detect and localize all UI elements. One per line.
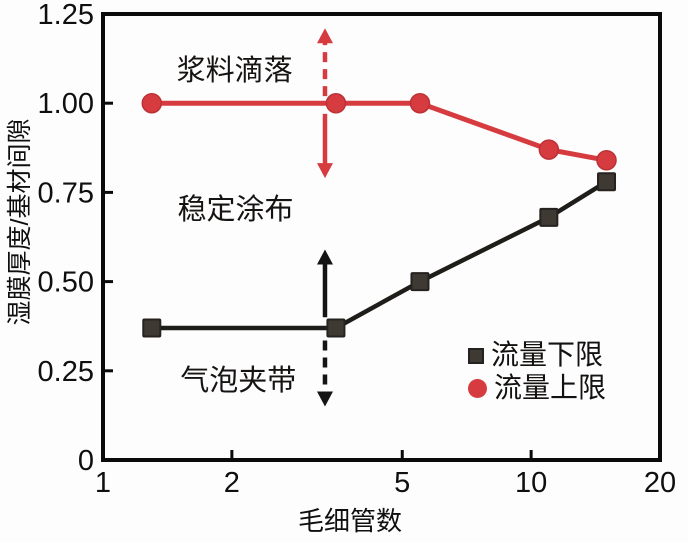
data-point-circle bbox=[538, 139, 560, 160]
x-tick-label: 10 bbox=[515, 467, 547, 499]
data-point-square bbox=[326, 318, 346, 338]
series-line-upper bbox=[149, 100, 610, 163]
legend-entry-lower-limit: 流量下限 bbox=[468, 339, 606, 372]
legend-entry-upper-limit: 流量上限 bbox=[468, 372, 606, 405]
arrow-down-icon bbox=[316, 391, 333, 407]
y-tick-label: 1.25 bbox=[38, 0, 94, 31]
arrow-down-icon bbox=[316, 163, 333, 179]
data-point-square bbox=[539, 207, 559, 227]
annotation-slurry-dripping: 浆料滴落 bbox=[176, 54, 293, 87]
arrow-up-icon bbox=[316, 249, 333, 265]
y-axis-label: 湿膜厚度/基材间隙 bbox=[6, 118, 34, 326]
legend-square-marker-icon bbox=[468, 347, 484, 364]
data-point-circle bbox=[325, 92, 347, 114]
arrow-up-icon bbox=[316, 28, 333, 44]
y-tick-label: 0 bbox=[78, 445, 94, 477]
x-tick-label: 20 bbox=[644, 467, 676, 499]
data-point-square bbox=[410, 272, 430, 292]
y-tick-label: 0.25 bbox=[38, 356, 94, 388]
y-tick-label: 1.00 bbox=[38, 88, 94, 120]
x-tick-label: 1 bbox=[95, 467, 111, 499]
annotation-stable-coating: 稳定涂布 bbox=[177, 193, 294, 226]
legend-label-lower-limit: 流量下限 bbox=[491, 340, 604, 371]
data-point-circle bbox=[409, 92, 431, 114]
x-axis-label: 毛细管数 bbox=[297, 506, 403, 536]
x-tick-label: 2 bbox=[224, 467, 240, 499]
y-tick-label: 0.50 bbox=[38, 267, 94, 299]
legend-circle-marker-icon bbox=[468, 379, 487, 398]
legend: 流量下限 流量上限 bbox=[468, 339, 606, 405]
data-point-circle bbox=[141, 92, 163, 114]
annotation-bubble-entrainment: 气泡夹带 bbox=[180, 364, 297, 397]
data-point-square bbox=[597, 172, 617, 192]
data-point-circle bbox=[596, 150, 617, 171]
x-tick-label: 5 bbox=[394, 467, 410, 499]
plot-frame bbox=[101, 12, 662, 462]
y-tick-label: 0.75 bbox=[38, 177, 94, 209]
data-point-square bbox=[142, 318, 162, 338]
legend-label-upper-limit: 流量上限 bbox=[494, 373, 607, 404]
